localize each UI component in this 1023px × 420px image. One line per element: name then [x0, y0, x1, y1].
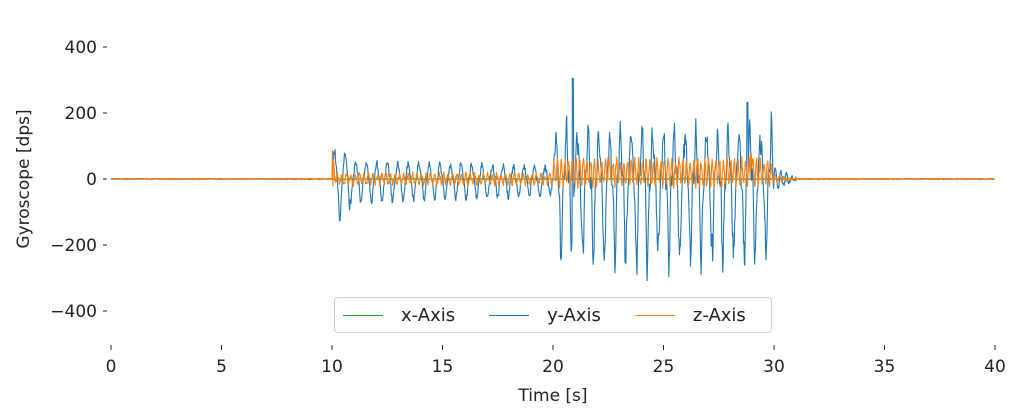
- plot-area: [110, 77, 996, 282]
- x-tick-label: 10: [321, 357, 343, 377]
- y-tick-label: 0: [86, 170, 97, 190]
- x-axis: 0 5 10 15 20 25 30 35 40: [106, 345, 1006, 377]
- y-axis-label: Gyroscope [dps]: [14, 109, 34, 248]
- x-axis-label: Time [s]: [517, 386, 587, 406]
- legend-label: y-Axis: [547, 304, 601, 326]
- legend-item-y-axis: y-Axis: [489, 305, 601, 326]
- x-tick-label: 0: [106, 357, 117, 377]
- legend-line-y-axis: [489, 314, 530, 316]
- y-tick-label: 200: [65, 104, 97, 124]
- legend-label: z-Axis: [692, 304, 746, 326]
- x-tick-label: 20: [542, 357, 564, 377]
- y-tick-label: 400: [65, 38, 97, 58]
- legend-line-x-axis: [343, 314, 383, 316]
- y-tick-label: −200: [50, 236, 97, 256]
- y-axis: −400 −200 0 200 400: [50, 38, 107, 322]
- x-tick-label: 30: [763, 357, 785, 377]
- x-tick-label: 40: [984, 357, 1006, 377]
- y-tick-label: −400: [50, 302, 97, 322]
- z-axis-line: [110, 149, 995, 190]
- x-tick-label: 5: [216, 357, 227, 377]
- x-tick-label: 25: [653, 357, 675, 377]
- legend-item-z-axis: z-Axis: [634, 304, 746, 326]
- legend-label: x-Axis: [401, 304, 456, 326]
- legend-item-x-axis: x-Axis: [343, 305, 455, 326]
- x-tick-label: 15: [432, 357, 454, 377]
- legend-line-z-axis: [634, 314, 675, 316]
- legend: x-Axis y-Axis z-Axis: [334, 297, 772, 333]
- x-tick-label: 35: [874, 357, 896, 377]
